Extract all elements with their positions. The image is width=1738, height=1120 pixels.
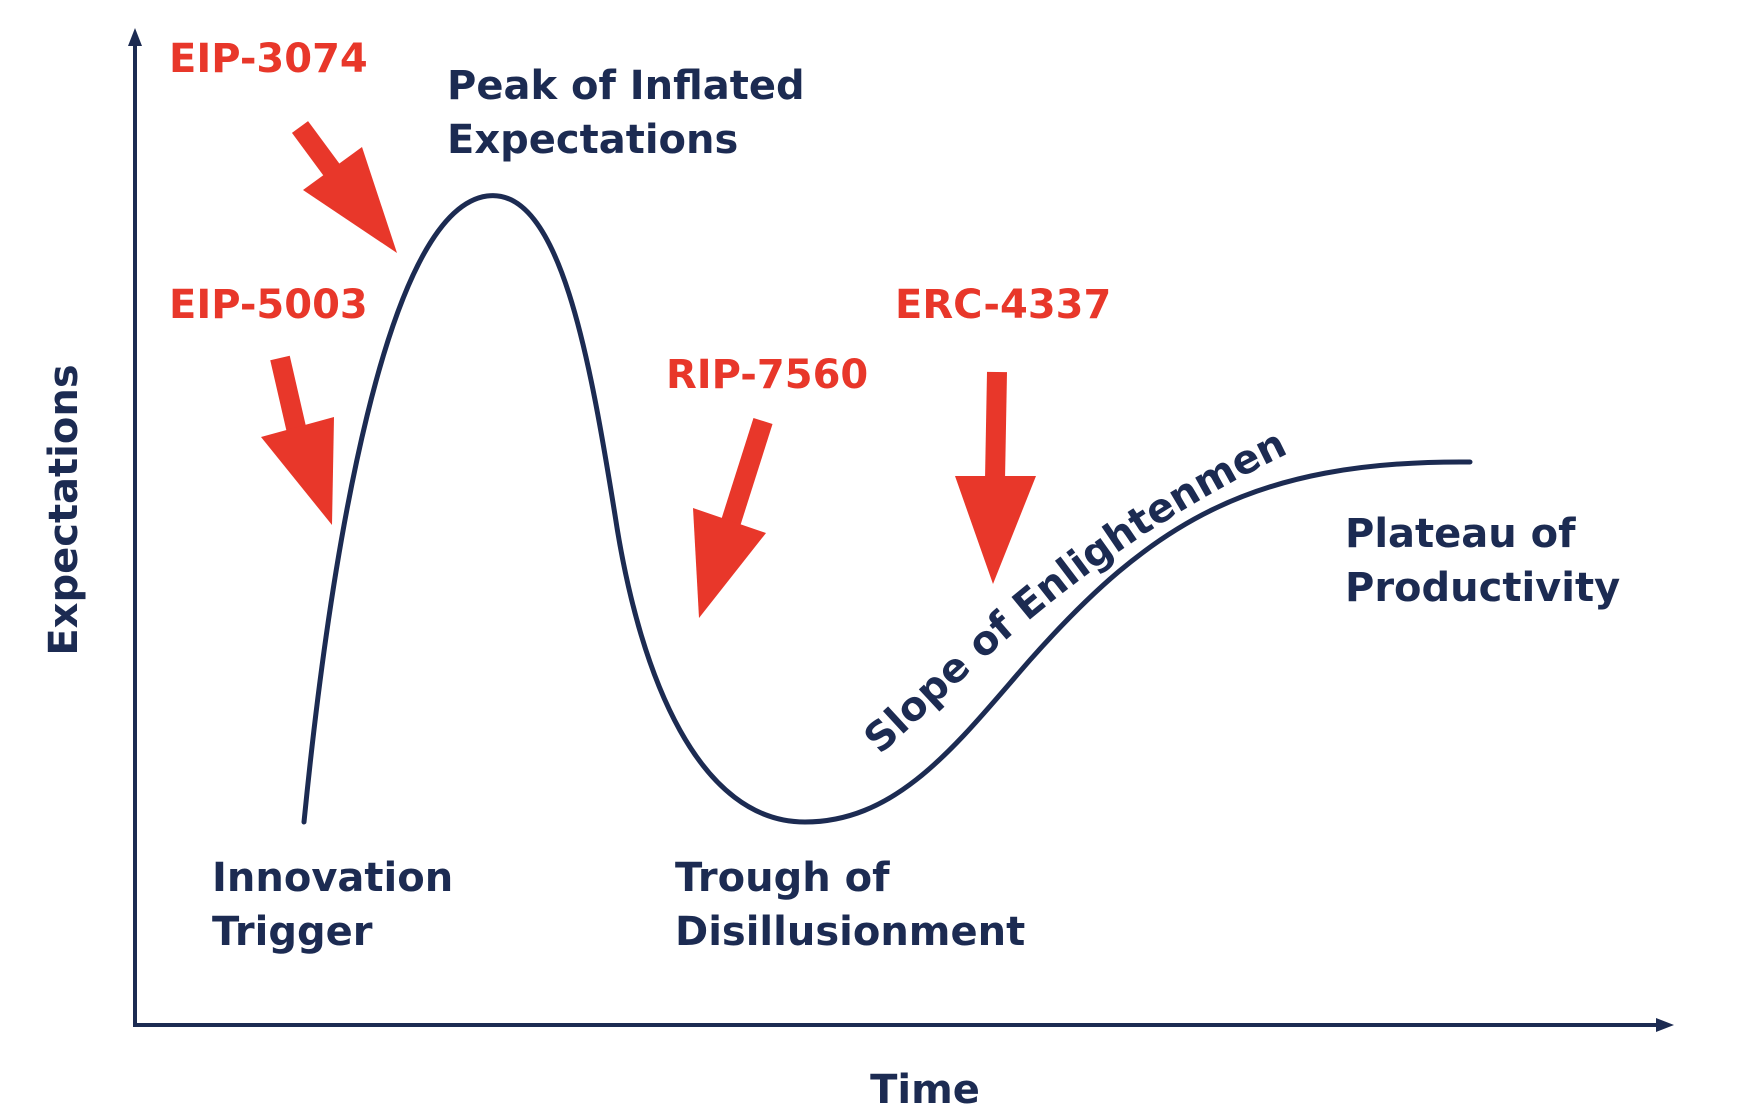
phase-innovation-trigger-line-2: Trigger bbox=[212, 909, 373, 955]
phase-peak-label: Peak of Inflated Expectations bbox=[447, 63, 819, 163]
phase-peak-line-2: Expectations bbox=[447, 117, 738, 163]
phase-trough-line-1: Trough of bbox=[675, 855, 890, 901]
phase-plateau-label: Plateau of Productivity bbox=[1345, 511, 1620, 611]
phase-innovation-trigger-line-1: Innovation bbox=[212, 855, 453, 901]
phase-plateau-line-2: Productivity bbox=[1345, 565, 1620, 611]
x-axis-arrowhead bbox=[1656, 1018, 1674, 1032]
proposal-rip-7560-arrow bbox=[693, 417, 773, 618]
phase-plateau-line-1: Plateau of bbox=[1345, 511, 1576, 557]
proposal-rip-7560-label: RIP-7560 bbox=[666, 352, 868, 398]
axes bbox=[128, 28, 1674, 1032]
proposal-eip-5003-arrow bbox=[261, 355, 334, 525]
phase-trough-label: Trough of Disillusionment bbox=[675, 855, 1025, 955]
proposal-eip-3074-label: EIP-3074 bbox=[169, 36, 368, 82]
proposal-erc-4337-label: ERC-4337 bbox=[895, 282, 1111, 328]
x-axis-label: Time bbox=[870, 1067, 980, 1113]
y-axis-arrowhead bbox=[128, 28, 142, 46]
phase-peak-line-1: Peak of Inflated bbox=[447, 63, 805, 109]
phase-innovation-trigger-label: Innovation Trigger bbox=[212, 855, 467, 955]
phase-trough-line-2: Disillusionment bbox=[675, 909, 1025, 955]
y-axis-label: Expectations bbox=[41, 364, 87, 655]
proposal-erc-4337-arrow bbox=[955, 371, 1036, 584]
proposal-eip-3074-arrow bbox=[291, 121, 397, 253]
hype-curve bbox=[301, 193, 1473, 825]
proposal-eip-5003-label: EIP-5003 bbox=[169, 282, 368, 328]
